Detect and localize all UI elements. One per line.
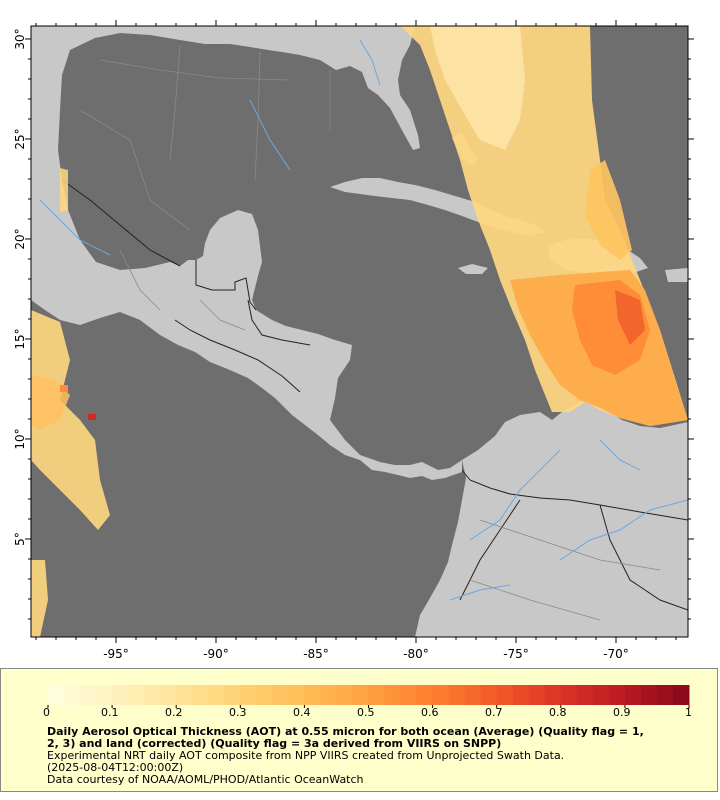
colorbar-cell [288, 685, 305, 705]
lat-label: 20° [13, 228, 27, 249]
puerto-rico-land [665, 268, 688, 282]
legend-title-line1: Daily Aerosol Optical Thickness (AOT) at… [47, 725, 644, 738]
lat-label: 15° [13, 328, 27, 349]
colorbar-cell [192, 685, 209, 705]
south-america-land [415, 398, 688, 637]
colorbar-cell [592, 685, 610, 705]
lon-label: -95° [103, 647, 129, 661]
colorbar-tick-label: 0.1 [101, 706, 119, 719]
lon-label: -75° [503, 647, 529, 661]
axis-ticks [25, 20, 694, 643]
legend-description: Experimental NRT daily AOT composite fro… [47, 749, 565, 762]
lat-label: 25° [13, 128, 27, 149]
colorbar-tick-label: 0.5 [357, 706, 375, 719]
lon-label: -85° [303, 647, 329, 661]
legend-panel [0, 668, 718, 792]
colorbar-cell [80, 685, 97, 705]
lon-axis-labels: -95° -90° -85° -80° -75° -70° [103, 647, 629, 661]
colorbar-tick-label: 0.9 [613, 706, 631, 719]
aot-data-swath [31, 26, 688, 637]
colorbar-cell [608, 685, 626, 705]
colorbar-cell [160, 685, 177, 705]
colorbar-cell [432, 685, 450, 705]
colorbar-cell [144, 685, 161, 705]
colorbar-cell [176, 685, 193, 705]
jamaica-land [458, 264, 488, 274]
colorbar-tick-label: 0 [43, 706, 50, 719]
colorbar-cell [672, 685, 690, 705]
lon-label: -80° [403, 647, 429, 661]
colorbar-tick-label: 0.7 [485, 706, 503, 719]
colorbar-cell [272, 685, 289, 705]
colorbar-cell [96, 685, 113, 705]
colorbar-cell [624, 685, 642, 705]
lat-axis-labels: 30° 25° 20° 15° 10° 5° [13, 28, 27, 545]
lat-label: 30° [13, 28, 27, 49]
plot-frame [30, 25, 689, 638]
colorbar-cell [240, 685, 257, 705]
colorbar-cell [224, 685, 241, 705]
colorbar-cell [320, 685, 337, 705]
colorbar [47, 685, 690, 708]
state-lines [79, 44, 661, 621]
colorbar-cell [448, 685, 466, 705]
colorbar-cell [64, 685, 81, 705]
colorbar-cell [384, 685, 402, 705]
colorbar-tick-label: 0.8 [549, 706, 567, 719]
colorbar-tick-label: 1 [685, 706, 692, 719]
lon-label: -70° [603, 647, 629, 661]
colorbar-cell [528, 685, 546, 705]
colorbar-tick-label: 0.6 [421, 706, 439, 719]
colorbar-cell [400, 685, 418, 705]
colorbar-cell [304, 685, 321, 705]
colorbar-cell [640, 685, 658, 705]
colorbar-cell [352, 685, 369, 705]
colorbar-cell [48, 685, 65, 705]
colorbar-cell [112, 685, 129, 705]
lon-label: -90° [203, 647, 229, 661]
legend-credit: Data courtesy of NOAA/AOML/PHOD/Atlantic… [47, 773, 364, 786]
colorbar-tick-label: 0.4 [293, 706, 311, 719]
lat-label: 5° [13, 532, 27, 546]
colorbar-cell [208, 685, 225, 705]
legend-timestamp: (2025-08-04T12:00:00Z) [47, 761, 184, 774]
colorbar-cell [480, 685, 498, 705]
colorbar-cell [256, 685, 273, 705]
colorbar-cell [512, 685, 530, 705]
rivers [39, 39, 688, 601]
colorbar-cell [560, 685, 578, 705]
colorbar-cell [576, 685, 594, 705]
colorbar-cell [368, 685, 386, 705]
north-america-land [31, 26, 462, 480]
colorbar-cell [336, 685, 353, 705]
colorbar-cell [416, 685, 434, 705]
colorbar-cell [128, 685, 145, 705]
colorbar-cell [544, 685, 562, 705]
map-content [31, 26, 688, 637]
colorbar-tick-label: 0.2 [165, 706, 183, 719]
lat-label: 10° [13, 428, 27, 449]
colorbar-cell [656, 685, 674, 705]
legend-title-line2: 2, 3) and land (corrected) (Quality flag… [47, 737, 502, 750]
map-panel: -95° -90° -85° -80° -75° -70° 30° 25° 20… [13, 20, 694, 661]
colorbar-cell [496, 685, 514, 705]
colorbar-cell [464, 685, 482, 705]
colorbar-tick-label: 0.3 [229, 706, 247, 719]
